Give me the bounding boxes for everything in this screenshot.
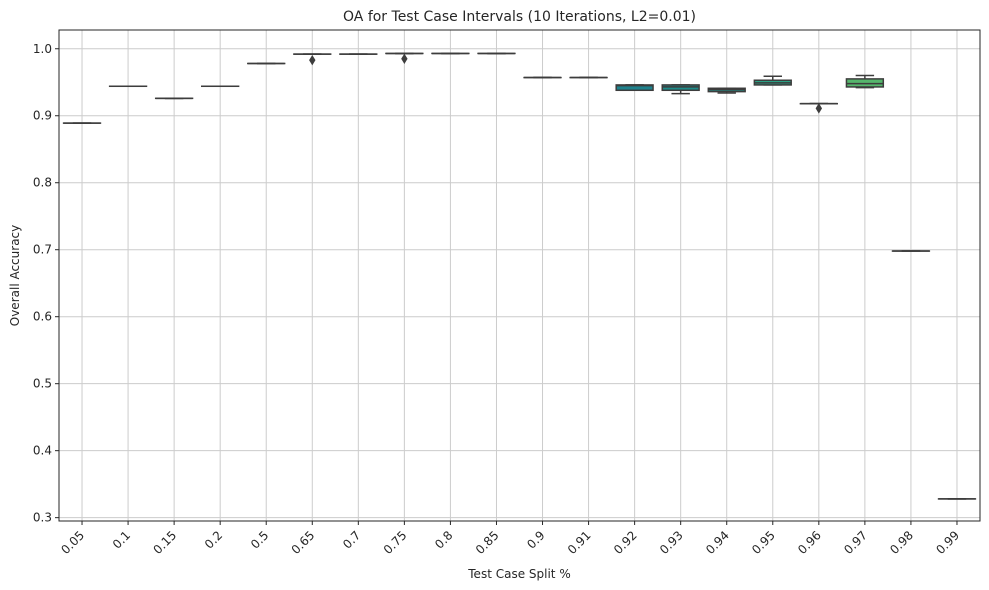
box-0.97 [845, 74, 885, 89]
plot-frame [58, 29, 981, 522]
box-0.92 [615, 84, 654, 92]
y-tick-label: 0.6 [33, 310, 52, 324]
grid [59, 30, 980, 521]
box-0.94 [707, 87, 746, 94]
box-0.75 [385, 52, 424, 65]
outlier-point [815, 103, 823, 114]
boxes [62, 52, 977, 500]
y-tick-label: 0.4 [33, 444, 52, 458]
y-axis-label: Overall Accuracy [8, 225, 22, 326]
y-tick-label: 0.7 [33, 243, 52, 257]
y-tick-label: 0.9 [33, 109, 52, 123]
outlier-point [401, 53, 408, 65]
box-0.96 [799, 102, 838, 114]
box-0.93 [661, 84, 700, 95]
y-tick-label: 0.5 [33, 377, 52, 391]
box-0.95 [753, 75, 792, 86]
outlier-point [309, 54, 316, 66]
box-0.65 [293, 53, 332, 66]
x-axis-label: Test Case Split % [467, 567, 570, 581]
y-tick-label: 1.0 [33, 42, 52, 56]
chart-title: OA for Test Case Intervals (10 Iteration… [343, 9, 696, 25]
y-tick-label: 0.3 [33, 511, 52, 525]
y-tick-label: 0.8 [33, 176, 52, 190]
